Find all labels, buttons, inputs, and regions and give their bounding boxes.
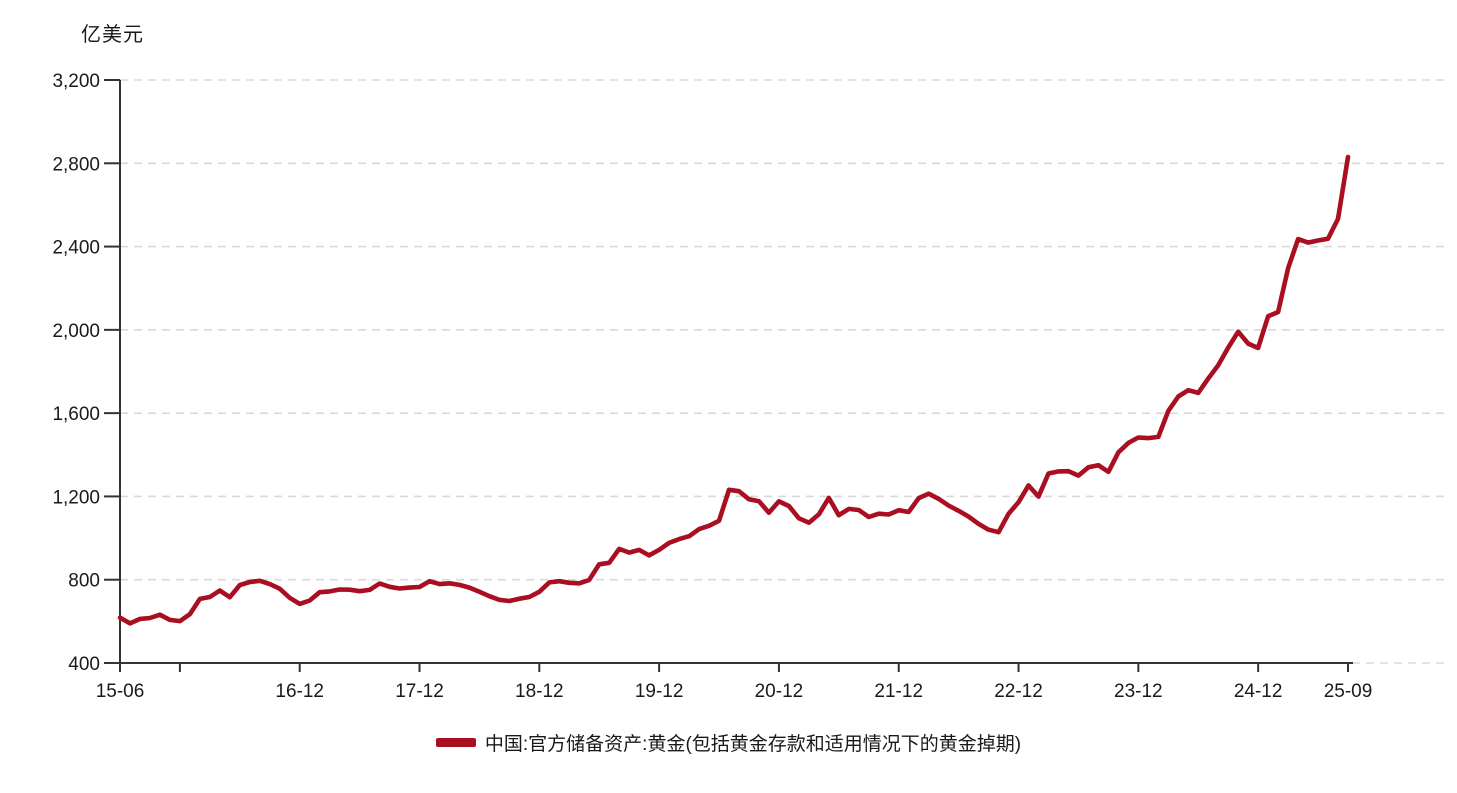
legend-label: 中国:官方储备资产:黄金(包括黄金存款和适用情况下的黄金掉期) (484, 734, 1022, 755)
y-axis-unit-label: 亿美元 (81, 24, 144, 46)
x-tick-label: 24-12 (1234, 681, 1283, 702)
x-tick-label: 22-12 (994, 681, 1043, 702)
y-tick-label: 1,600 (52, 404, 100, 425)
legend: 中国:官方储备资产:黄金(包括黄金存款和适用情况下的黄金掉期) (0, 729, 1457, 756)
y-tick-label: 3,200 (52, 71, 100, 92)
x-tick-label: 23-12 (1114, 681, 1163, 702)
y-tick-label: 400 (68, 654, 100, 675)
x-tick-label: 17-12 (395, 681, 444, 702)
x-tick-label: 21-12 (874, 681, 923, 702)
x-tick-label: 16-12 (275, 681, 324, 702)
x-tick-label: 25-09 (1324, 681, 1373, 702)
legend-line-swatch (435, 738, 476, 747)
gold-reserves-series-line (117, 154, 1351, 626)
y-tick-label: 2,000 (52, 321, 100, 342)
x-tick-label: 18-12 (515, 681, 564, 702)
x-tick-label: 20-12 (755, 681, 804, 702)
x-tick-label: 15-06 (96, 681, 145, 702)
y-tick-label: 800 (68, 571, 100, 592)
y-tick-label: 2,800 (52, 154, 100, 175)
x-tick-label: 19-12 (635, 681, 684, 702)
y-tick-label: 2,400 (52, 238, 100, 259)
y-tick-label: 1,200 (52, 487, 100, 508)
